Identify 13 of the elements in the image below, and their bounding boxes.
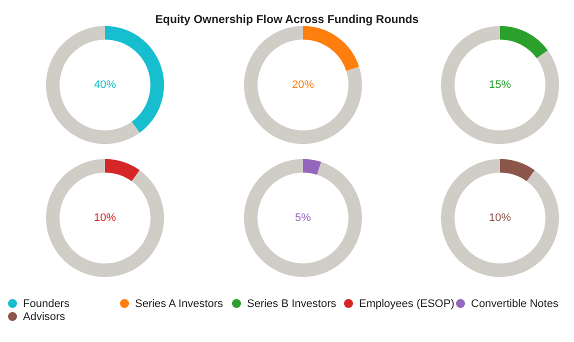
chart-title: Equity Ownership Flow Across Funding Rounds	[154, 14, 420, 26]
legend-label: Employees (ESOP)	[359, 298, 454, 310]
legend-label: Convertible Notes	[471, 298, 558, 310]
legend-label: Series B Investors	[247, 298, 336, 310]
legend-label: Series A Investors	[135, 298, 224, 310]
text: 15%	[488, 79, 512, 92]
text: 20%	[292, 79, 314, 92]
text: 10%	[94, 212, 116, 224]
text: 40%	[94, 79, 116, 92]
legend-label: Founders	[23, 298, 70, 310]
legend-label: Advisors	[23, 310, 66, 322]
text: 10%	[488, 212, 512, 224]
text: 5%	[295, 212, 312, 224]
